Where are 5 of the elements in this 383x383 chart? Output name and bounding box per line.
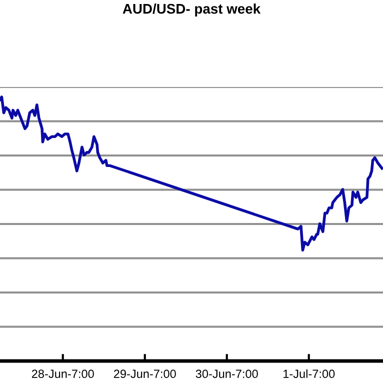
x-tick-label: 28-Jun-7:00 <box>32 370 94 378</box>
x-tick-label: 1-Jul-7:00 <box>284 369 335 378</box>
chart-title: AUD/USD- past week <box>122 4 261 16</box>
x-tick-label: 29-Jun-7:00 <box>114 370 176 378</box>
x-tick-label: 30-Jun-7:00 <box>196 370 258 378</box>
